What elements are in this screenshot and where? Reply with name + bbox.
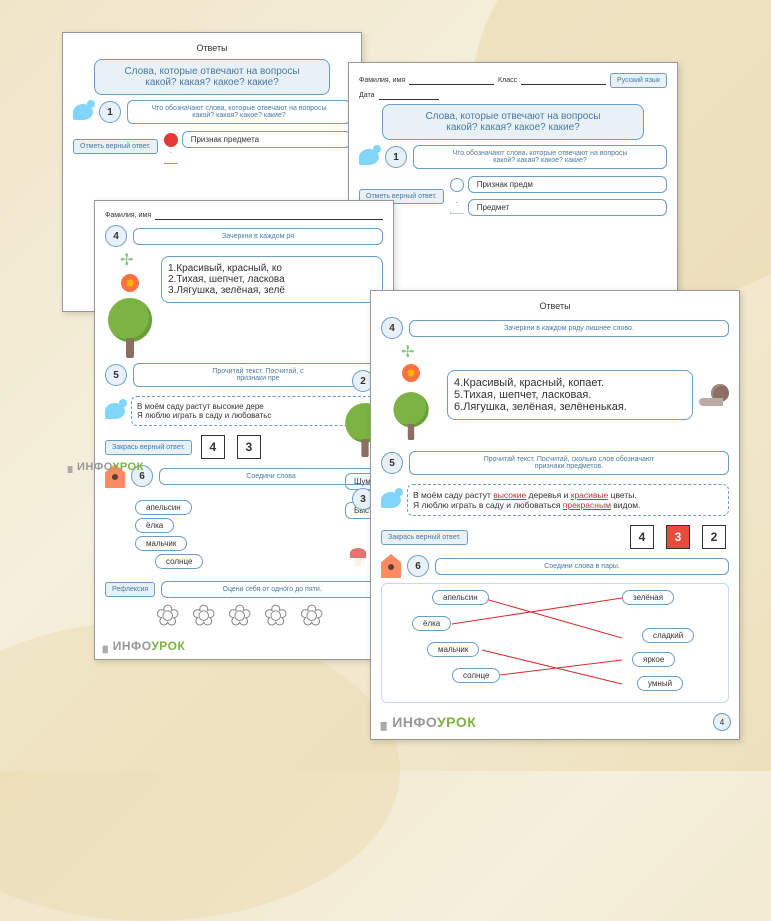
name-label: Фамилия, имя [359, 77, 405, 84]
word-sweet[interactable]: сладкий [642, 628, 694, 643]
word-bright[interactable]: яркое [632, 652, 675, 667]
question-number-4: 4 [381, 317, 403, 339]
list-line-4: 4.Красивый, красный, копает. [454, 377, 686, 389]
list-line-1: 1.Красивый, красный, ко [168, 263, 376, 274]
flower-icon [121, 274, 139, 292]
question-4-text: Зачеркни в каждом ря [133, 228, 383, 245]
list-line-3: 3.Лягушка, зелёная, зелё [168, 285, 376, 296]
word-tree[interactable]: ёлка [135, 518, 174, 533]
flower-rating-icon[interactable] [228, 603, 260, 635]
answer-box-4[interactable]: 4 [630, 525, 654, 549]
logo-bg: ▖ИНФОУРОК [68, 460, 144, 473]
dragonfly-icon [120, 252, 140, 268]
question-number-4: 4 [105, 225, 127, 247]
word-orange[interactable]: апельсин [135, 500, 192, 515]
title-box: Слова, которые отвечают на вопросы какой… [382, 104, 644, 140]
list-line-5: 5.Тихая, шепчет, ласковая. [454, 389, 686, 401]
header-line: Фамилия, имя Класс Русский язык [359, 73, 667, 88]
mark-correct-label: Отметь верный ответ. [73, 139, 158, 154]
answers-heading: Ответы [381, 301, 729, 311]
word-boy[interactable]: мальчик [427, 642, 479, 657]
bird-icon [381, 492, 401, 508]
title-box: Слова, которые отвечают на вопросы какой… [94, 59, 330, 95]
page-number: 4 [713, 713, 731, 731]
question-number-1: 1 [385, 146, 407, 168]
fill-correct-label: Закрась верный ответ. [105, 440, 192, 455]
fill-correct-label: Закрась верный ответ. [381, 530, 468, 545]
word-orange[interactable]: апельсин [432, 590, 489, 605]
word-boy[interactable]: мальчик [135, 536, 187, 551]
circle-marker [164, 133, 178, 147]
word-tree[interactable]: ёлка [412, 616, 451, 631]
rating-flowers[interactable] [105, 603, 383, 635]
worksheet-page-4: Ответы 4 Зачеркни в каждом ряду лишнее с… [370, 290, 740, 740]
dragonfly-icon [401, 344, 421, 360]
answer-option-sign[interactable]: Признак предмета [182, 131, 351, 148]
question-6-text: Соедини слова в пары. [435, 558, 729, 575]
tree-icon [105, 298, 155, 358]
question-number-5: 5 [381, 452, 403, 474]
list-line-2: 2.Тихая, шепчет, ласкова [168, 274, 376, 285]
question-number-6: 6 [407, 555, 429, 577]
reflection-label: Рефлексия [105, 582, 155, 597]
class-label: Класс [498, 77, 517, 84]
reading-text-1: В моём саду растут высокие деревья и кра… [413, 490, 723, 500]
worksheet-page-2: Фамилия, имя Класс Русский язык Дата Сло… [348, 62, 678, 322]
answer-option-item[interactable]: Предмет [468, 199, 667, 216]
question-5-text: Прочитай текст. Посчитай, с признаки пре [133, 363, 383, 387]
word-smart[interactable]: умный [637, 676, 683, 691]
answers-heading: Ответы [73, 43, 351, 53]
word-green[interactable]: зелёная [622, 590, 674, 605]
answer-box-3[interactable]: 3 [237, 435, 261, 459]
circle-marker[interactable] [450, 178, 464, 192]
word-sun[interactable]: солнце [155, 554, 203, 569]
mushroom-icon [350, 548, 368, 566]
answer-box-2[interactable]: 2 [702, 525, 726, 549]
question-number-1: 1 [99, 101, 121, 123]
tree-icon [391, 392, 431, 440]
question-1-text: Что обозначают слова, которые отвечают н… [127, 100, 351, 124]
list-line-6: 6.Лягушка, зелёная, зелёненькая. [454, 401, 686, 413]
rate-instruction: Оцени себя от одного до пяти. [161, 581, 383, 598]
question-1-text: Что обозначают слова, которые отвечают н… [413, 145, 667, 169]
name-label: Фамилия, имя [105, 212, 151, 219]
question-number-5: 5 [105, 364, 127, 386]
triangle-marker[interactable] [450, 202, 464, 214]
subject-badge: Русский язык [610, 73, 667, 88]
snail-icon [699, 384, 729, 406]
question-4-text: Зачеркни в каждом ряду лишнее слово. [409, 320, 729, 337]
word-pair-area[interactable]: апельсин ёлка мальчик солнце зелёная сла… [381, 583, 729, 703]
bird-icon [359, 149, 379, 165]
answer-option-sign[interactable]: Признак предм [468, 176, 667, 193]
birdhouse-icon [381, 554, 401, 578]
answer-box-4[interactable]: 4 [201, 435, 225, 459]
flower-rating-icon[interactable] [300, 603, 332, 635]
flower-rating-icon[interactable] [192, 603, 224, 635]
bird-icon [105, 403, 125, 419]
flower-rating-icon[interactable] [156, 603, 188, 635]
logo: ▖ИНФОУРОК [103, 639, 185, 653]
flower-rating-icon[interactable] [264, 603, 296, 635]
logo: ▖ИНФОУРОК [381, 714, 476, 731]
flower-icon [402, 364, 420, 382]
triangle-marker [164, 152, 178, 164]
bird-icon [73, 104, 93, 120]
question-5-text: Прочитай текст. Посчитай, сколько слов о… [409, 451, 729, 475]
reading-text-1: В моём саду растут высокие дере [137, 402, 377, 411]
reading-text-2: Я люблю играть в саду и любоваться прекр… [413, 500, 723, 510]
date-label: Дата [359, 92, 375, 99]
reading-text-2: Я люблю играть в саду и любоватьс [137, 411, 377, 420]
answer-box-3-correct[interactable]: 3 [666, 525, 690, 549]
word-sun[interactable]: солнце [452, 668, 500, 683]
